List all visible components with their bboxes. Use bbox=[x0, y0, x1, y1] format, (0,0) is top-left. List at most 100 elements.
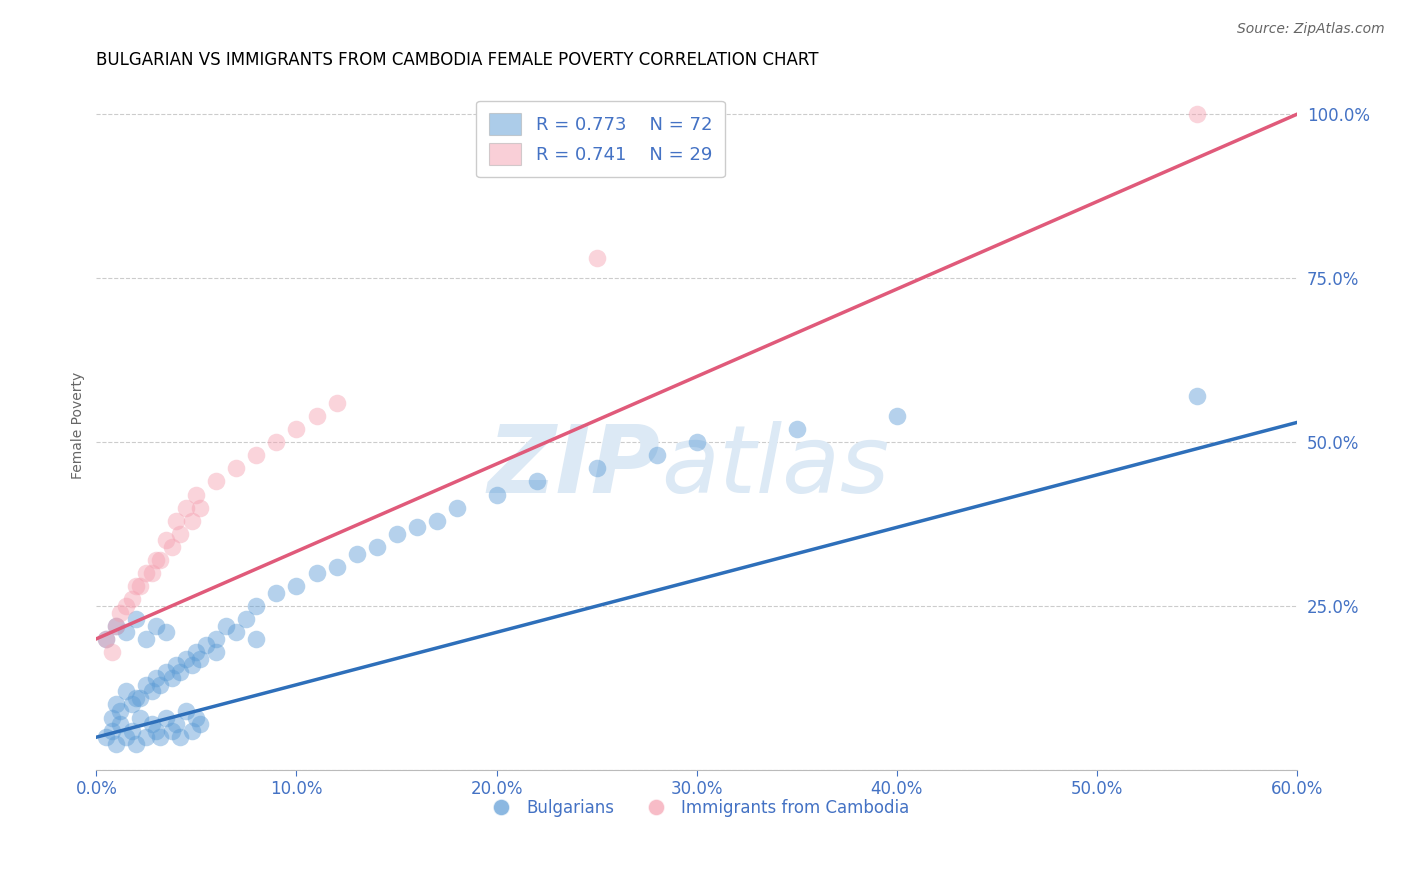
Point bbox=[225, 625, 247, 640]
Text: ZIP: ZIP bbox=[488, 421, 661, 513]
Point bbox=[110, 606, 132, 620]
Point bbox=[145, 618, 167, 632]
Point bbox=[141, 566, 163, 581]
Point bbox=[190, 651, 212, 665]
Point bbox=[155, 625, 177, 640]
Point bbox=[121, 698, 143, 712]
Point bbox=[145, 723, 167, 738]
Point bbox=[245, 599, 267, 613]
Point bbox=[1185, 389, 1208, 403]
Point bbox=[105, 737, 128, 751]
Point bbox=[155, 665, 177, 679]
Point bbox=[686, 435, 709, 450]
Text: BULGARIAN VS IMMIGRANTS FROM CAMBODIA FEMALE POVERTY CORRELATION CHART: BULGARIAN VS IMMIGRANTS FROM CAMBODIA FE… bbox=[97, 51, 818, 69]
Point bbox=[181, 658, 204, 673]
Point bbox=[245, 448, 267, 462]
Point bbox=[105, 698, 128, 712]
Point bbox=[121, 723, 143, 738]
Point bbox=[325, 395, 347, 409]
Point bbox=[101, 710, 124, 724]
Point bbox=[886, 409, 908, 423]
Point bbox=[385, 527, 408, 541]
Point bbox=[162, 540, 184, 554]
Point bbox=[115, 625, 138, 640]
Point bbox=[176, 651, 198, 665]
Point bbox=[125, 690, 148, 705]
Point bbox=[115, 684, 138, 698]
Point bbox=[186, 487, 208, 501]
Point bbox=[110, 717, 132, 731]
Legend: Bulgarians, Immigrants from Cambodia: Bulgarians, Immigrants from Cambodia bbox=[478, 792, 915, 823]
Point bbox=[129, 710, 152, 724]
Point bbox=[145, 671, 167, 685]
Point bbox=[169, 665, 191, 679]
Point bbox=[585, 461, 607, 475]
Point bbox=[186, 645, 208, 659]
Point bbox=[149, 730, 172, 744]
Point bbox=[176, 704, 198, 718]
Point bbox=[129, 690, 152, 705]
Point bbox=[135, 632, 157, 646]
Point bbox=[176, 500, 198, 515]
Point bbox=[96, 632, 118, 646]
Point bbox=[285, 422, 308, 436]
Point bbox=[121, 592, 143, 607]
Point bbox=[155, 533, 177, 548]
Point bbox=[141, 684, 163, 698]
Point bbox=[526, 475, 548, 489]
Point bbox=[105, 618, 128, 632]
Point bbox=[125, 579, 148, 593]
Text: Source: ZipAtlas.com: Source: ZipAtlas.com bbox=[1237, 22, 1385, 37]
Point bbox=[162, 671, 184, 685]
Point bbox=[205, 645, 228, 659]
Point bbox=[181, 723, 204, 738]
Text: atlas: atlas bbox=[661, 422, 889, 513]
Point bbox=[165, 658, 187, 673]
Point bbox=[645, 448, 668, 462]
Point bbox=[285, 579, 308, 593]
Point bbox=[426, 514, 449, 528]
Point bbox=[125, 737, 148, 751]
Point bbox=[129, 579, 152, 593]
Point bbox=[155, 710, 177, 724]
Point bbox=[1185, 107, 1208, 121]
Point bbox=[105, 618, 128, 632]
Point bbox=[786, 422, 808, 436]
Y-axis label: Female Poverty: Female Poverty bbox=[72, 372, 86, 479]
Point bbox=[366, 540, 388, 554]
Point bbox=[96, 632, 118, 646]
Point bbox=[165, 514, 187, 528]
Point bbox=[181, 514, 204, 528]
Point bbox=[405, 520, 427, 534]
Point bbox=[135, 730, 157, 744]
Point bbox=[190, 717, 212, 731]
Point bbox=[115, 730, 138, 744]
Point bbox=[325, 559, 347, 574]
Point bbox=[162, 723, 184, 738]
Point bbox=[141, 717, 163, 731]
Point bbox=[186, 710, 208, 724]
Point bbox=[266, 586, 288, 600]
Point bbox=[169, 730, 191, 744]
Point bbox=[165, 717, 187, 731]
Point bbox=[215, 618, 238, 632]
Point bbox=[110, 704, 132, 718]
Point bbox=[195, 639, 218, 653]
Point bbox=[101, 723, 124, 738]
Point bbox=[149, 553, 172, 567]
Point bbox=[485, 487, 508, 501]
Point bbox=[225, 461, 247, 475]
Point bbox=[145, 553, 167, 567]
Point bbox=[96, 730, 118, 744]
Point bbox=[169, 527, 191, 541]
Point bbox=[266, 435, 288, 450]
Point bbox=[585, 252, 607, 266]
Point bbox=[135, 678, 157, 692]
Point bbox=[125, 612, 148, 626]
Point bbox=[245, 632, 267, 646]
Point bbox=[135, 566, 157, 581]
Point bbox=[190, 500, 212, 515]
Point bbox=[305, 566, 328, 581]
Point bbox=[446, 500, 468, 515]
Point bbox=[205, 475, 228, 489]
